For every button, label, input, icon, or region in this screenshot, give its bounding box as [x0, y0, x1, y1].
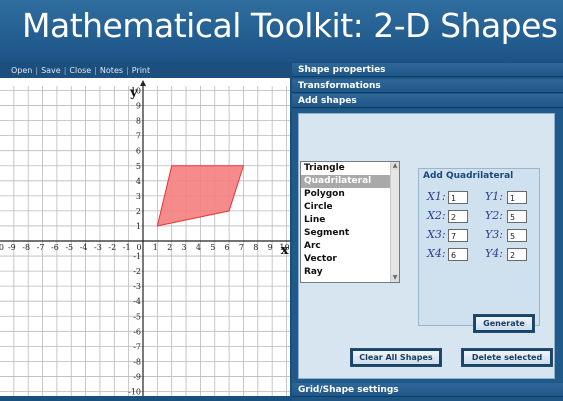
y-tick-label: 6: [136, 147, 141, 156]
grid-shape-settings-header[interactable]: Grid/Shape settings: [292, 383, 563, 397]
x-tick-label: -9: [8, 243, 16, 252]
add-shapes-header[interactable]: Add shapes: [292, 94, 563, 108]
quadrilateral-shape[interactable]: [156, 165, 245, 227]
generate-button[interactable]: Generate: [473, 314, 535, 333]
x-tick-label: 4: [196, 243, 201, 252]
y-tick-label: 5: [136, 162, 141, 171]
x-tick-label: 3: [182, 243, 187, 252]
toolbar: Open | Save | Close | Notes | Print: [0, 63, 290, 78]
x-tick-label: -1: [123, 243, 131, 252]
list-scrollbar[interactable]: ▲ ▼: [390, 162, 399, 282]
x-tick-label: 0: [136, 243, 141, 252]
y1-input[interactable]: 1: [507, 191, 527, 204]
shape-list-item[interactable]: Triangle: [304, 163, 345, 173]
x-tick-label: -4: [80, 243, 88, 252]
y-tick-label: 10: [131, 87, 141, 96]
x1-input[interactable]: 1: [448, 191, 468, 204]
x-tick-label: 6: [225, 243, 230, 252]
x-tick-label: 7: [239, 243, 244, 252]
close-button[interactable]: Close: [69, 66, 92, 75]
y-tick-label: -10: [128, 388, 141, 397]
y-tick-label: -3: [133, 282, 141, 291]
add-shapes-panel: Triangle Quadrilateral Polygon Circle Line Se…: [292, 109, 563, 382]
shape-type-list[interactable]: Triangle Quadrilateral Polygon Circle Line Se…: [300, 161, 400, 283]
y-tick-label: 4: [136, 177, 141, 186]
y-tick-label: 1: [136, 222, 141, 231]
shape-list-item[interactable]: Circle: [304, 202, 333, 212]
toolbar-separator: |: [35, 66, 39, 75]
y-tick-label: -7: [133, 342, 141, 351]
delete-selected-button[interactable]: Delete selected: [461, 348, 553, 367]
x-tick-label: 10: [279, 243, 289, 252]
scroll-down-icon[interactable]: ▼: [391, 274, 399, 282]
shape-list-item[interactable]: Segment: [304, 228, 350, 238]
x-tick-label: -2: [108, 243, 116, 252]
y-tick-label: -1: [133, 252, 141, 261]
x-tick-label: -10: [0, 243, 4, 252]
add-quadrilateral-form: Add Quadrilateral X1: 1 Y1: 1 X2: 2 Y2: …: [418, 168, 540, 326]
right-panel: Shape properties Transformations Add sha…: [292, 63, 563, 401]
y-tick-label: -9: [133, 372, 141, 381]
transformations-header[interactable]: Transformations: [292, 79, 563, 93]
x-tick-label: -7: [37, 243, 45, 252]
x-tick-label: -5: [65, 243, 73, 252]
quad-form-title: Add Quadrilateral: [423, 171, 514, 181]
x1-label: X1:: [427, 190, 446, 203]
x-tick-label: -8: [22, 243, 30, 252]
y-tick-label: -4: [133, 297, 141, 306]
y-tick-label: -8: [133, 357, 141, 366]
title-bar: Mathematical Toolkit: 2-D Shapes: [0, 0, 563, 62]
x-tick-label: 9: [268, 243, 273, 252]
shape-list-item[interactable]: Vector: [304, 254, 337, 264]
x-tick-label: 2: [167, 243, 172, 252]
x4-input[interactable]: 6: [448, 248, 468, 261]
y-tick-label: 2: [136, 207, 141, 216]
y-tick-label: 3: [136, 192, 141, 201]
y-axis-label: y: [129, 86, 138, 101]
x2-label: X2:: [427, 209, 446, 222]
y-axis-arrow: [140, 79, 146, 86]
y4-input[interactable]: 2: [507, 248, 527, 261]
x-tick-label: -6: [51, 243, 59, 252]
y-tick-label: 7: [136, 132, 141, 141]
x-tick-label: 8: [253, 243, 258, 252]
y-tick-label: 9: [136, 102, 141, 111]
print-button[interactable]: Print: [131, 66, 151, 75]
shape-list-item[interactable]: Arc: [304, 241, 321, 251]
y-tick-label: -6: [133, 327, 141, 336]
clear-all-shapes-button[interactable]: Clear All Shapes: [350, 348, 442, 367]
toolbar-separator: |: [94, 66, 97, 75]
x-tick-label: 1: [153, 243, 158, 252]
toolbar-separator: |: [63, 66, 67, 75]
x4-label: X4:: [427, 247, 446, 260]
save-button[interactable]: Save: [41, 66, 61, 75]
x-tick-label: 5: [210, 243, 215, 252]
x-tick-label: -3: [94, 243, 102, 252]
shape-list-item[interactable]: Ray: [304, 267, 323, 277]
y3-label: Y3:: [485, 228, 503, 241]
open-button[interactable]: Open: [11, 66, 33, 75]
y-tick-label: 8: [136, 117, 141, 126]
scroll-up-icon[interactable]: ▲: [391, 162, 399, 170]
x3-input[interactable]: 7: [448, 229, 468, 242]
y4-label: Y4:: [485, 247, 503, 260]
app-title: Mathematical Toolkit: 2-D Shapes: [22, 6, 558, 45]
shape-list-item[interactable]: Line: [304, 215, 326, 225]
y2-label: Y2:: [485, 209, 503, 222]
y-tick-label: -2: [133, 267, 141, 276]
shape-properties-header[interactable]: Shape properties: [292, 63, 563, 77]
x3-label: X3:: [427, 228, 446, 241]
x2-input[interactable]: 2: [448, 210, 468, 223]
toolbar-separator: |: [126, 66, 129, 75]
grid-canvas[interactable]: -10-9-8-7-6-5-4-3-2-10123456789101098765…: [0, 78, 290, 396]
shape-list-item[interactable]: Polygon: [304, 189, 345, 199]
shape-list-item[interactable]: Quadrilateral: [301, 175, 399, 188]
y-tick-label: -5: [133, 312, 141, 321]
y1-label: Y1:: [485, 190, 503, 203]
y3-input[interactable]: 5: [507, 229, 527, 242]
notes-button[interactable]: Notes: [99, 66, 124, 75]
x-axis-label: x: [281, 243, 289, 258]
coordinate-grid[interactable]: -10-9-8-7-6-5-4-3-2-10123456789101098765…: [0, 78, 290, 396]
y2-input[interactable]: 5: [507, 210, 527, 223]
